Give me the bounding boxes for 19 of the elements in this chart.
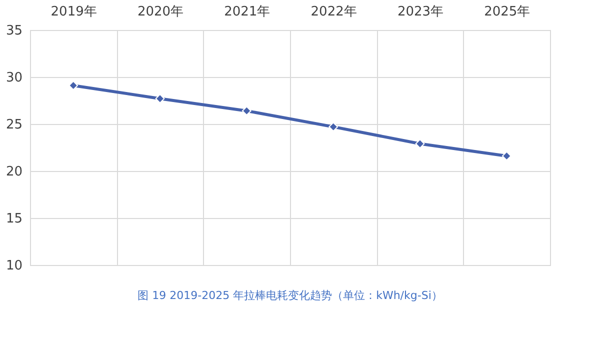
x-tick-label: 2019年 <box>50 4 97 20</box>
point <box>68 80 78 90</box>
point <box>415 139 425 148</box>
point <box>502 151 512 161</box>
y-tick-label: 10 <box>6 258 22 274</box>
x-tick-label: 2025年 <box>484 4 530 20</box>
point <box>155 94 165 104</box>
text: 图 19 2019-2025 年拉棒电耗变化趋势（单位：kWh/kg-Si） <box>138 289 442 302</box>
point <box>328 122 338 132</box>
y-tick-label: 30 <box>6 70 22 86</box>
y-tick-label: 15 <box>6 212 22 226</box>
x-tick-label: 2021年 <box>224 4 270 20</box>
x-tick-label: 2022年 <box>310 4 357 20</box>
y-tick-label: 20 <box>6 164 22 180</box>
y-tick-label: 35 <box>6 24 22 38</box>
y-tick-label: 25 <box>6 118 22 132</box>
point <box>242 106 252 116</box>
x-tick-label: 2023年 <box>397 4 444 20</box>
x-tick-label: 2020年 <box>137 4 184 20</box>
